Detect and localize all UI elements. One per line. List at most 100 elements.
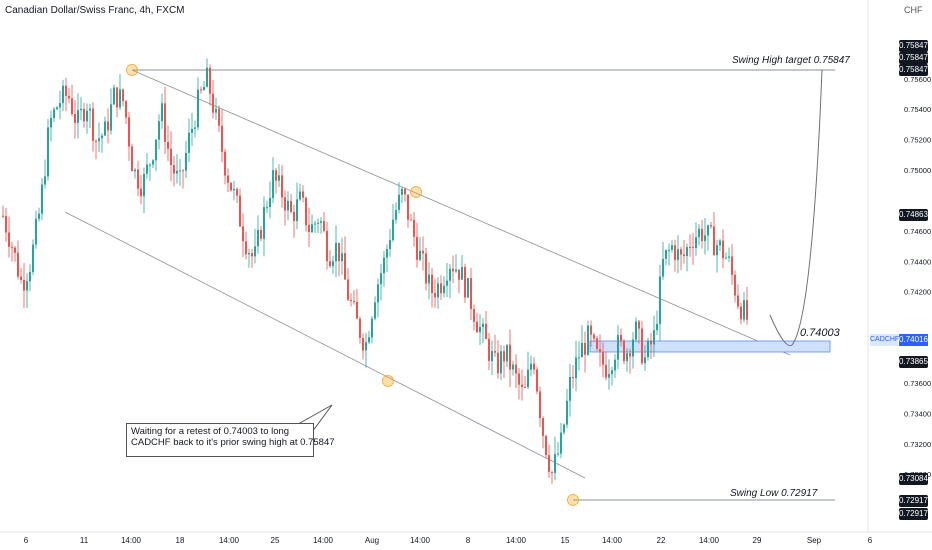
candle-body bbox=[737, 295, 739, 307]
candle-body bbox=[620, 334, 622, 342]
candle-body bbox=[587, 325, 589, 355]
candle-body bbox=[401, 188, 403, 195]
candle-body bbox=[413, 219, 415, 237]
candle-body bbox=[338, 242, 340, 262]
candle-body bbox=[11, 246, 13, 248]
x-tick-label: Sep bbox=[807, 536, 822, 545]
candle-body bbox=[20, 276, 22, 281]
candle-body bbox=[467, 278, 469, 298]
candle-body bbox=[635, 321, 637, 340]
x-tick-label: 8 bbox=[466, 536, 471, 545]
candle-body bbox=[215, 108, 217, 113]
candle-body bbox=[155, 139, 157, 161]
candle-body bbox=[593, 334, 595, 339]
candle-body bbox=[32, 244, 34, 273]
candle-body bbox=[164, 103, 166, 142]
candle-body bbox=[128, 117, 130, 147]
candle-body bbox=[236, 188, 238, 196]
candle-body bbox=[242, 226, 244, 242]
candle-body bbox=[200, 89, 202, 91]
candle-body bbox=[221, 125, 223, 152]
y-tick-label: 0.73200 bbox=[904, 440, 931, 449]
x-tick-label: 18 bbox=[176, 536, 185, 545]
candle-body bbox=[197, 89, 199, 128]
candle-body bbox=[617, 334, 619, 360]
candle-body bbox=[515, 364, 517, 374]
candle-body bbox=[458, 269, 460, 280]
candle-body bbox=[230, 182, 232, 191]
candle-body bbox=[62, 85, 64, 104]
candle-body bbox=[158, 121, 160, 140]
candle-body bbox=[29, 272, 31, 282]
candle-body bbox=[395, 209, 397, 220]
candle-body bbox=[56, 107, 58, 110]
candle-body bbox=[578, 357, 580, 359]
y-tick-label: 0.74200 bbox=[904, 288, 931, 297]
price-badge-low-1: 0.73084 bbox=[899, 473, 928, 485]
candle-body bbox=[698, 228, 700, 238]
candle-body bbox=[170, 148, 172, 166]
candle-body bbox=[278, 175, 280, 181]
candle-body bbox=[662, 258, 664, 277]
swing-low-label: Swing Low 0.72917 bbox=[730, 488, 818, 499]
candle-body bbox=[125, 101, 127, 118]
candle-body bbox=[266, 207, 268, 209]
candle-body bbox=[5, 215, 7, 233]
candle-body bbox=[566, 400, 568, 425]
candle-body bbox=[533, 363, 535, 370]
candle-body bbox=[479, 327, 481, 333]
candle-body bbox=[464, 266, 466, 298]
candle-body bbox=[260, 229, 262, 239]
candle-body bbox=[722, 240, 724, 259]
candle-body bbox=[341, 253, 343, 262]
candle-body bbox=[68, 95, 70, 99]
price-badge-low-3: 0.72917 bbox=[899, 508, 928, 520]
candle-body bbox=[710, 225, 712, 227]
candle-body bbox=[695, 237, 697, 248]
candle-body bbox=[290, 200, 292, 212]
note-line-2: CADCHF back to it's prior swing high at … bbox=[131, 437, 335, 448]
candle-body bbox=[596, 338, 598, 349]
candle-body bbox=[659, 276, 661, 324]
y-tick-label: 0.75400 bbox=[904, 105, 931, 114]
candle-body bbox=[521, 384, 523, 387]
candle-body bbox=[152, 160, 154, 165]
candle-body bbox=[557, 453, 559, 455]
candle-body bbox=[668, 249, 670, 251]
candle-body bbox=[122, 89, 124, 102]
candle-body bbox=[644, 357, 646, 364]
candle-body bbox=[716, 245, 718, 256]
candle-body bbox=[500, 351, 502, 374]
candle-body bbox=[497, 352, 499, 374]
candle-body bbox=[452, 268, 454, 272]
x-tick-label: 6 bbox=[868, 536, 873, 545]
candle-body bbox=[218, 108, 220, 126]
candle-body bbox=[368, 337, 370, 343]
candle-body bbox=[143, 173, 145, 197]
x-tick-label: 14:00 bbox=[219, 536, 240, 545]
channel-upper-line bbox=[131, 69, 791, 356]
candle-body bbox=[344, 253, 346, 280]
candle-body bbox=[599, 348, 601, 353]
candle-body bbox=[182, 170, 184, 172]
candle-body bbox=[554, 454, 556, 473]
pivot-marker bbox=[126, 64, 138, 76]
x-tick-label: 14:00 bbox=[602, 536, 623, 545]
candle-body bbox=[8, 232, 10, 247]
candle-body bbox=[23, 280, 25, 291]
x-tick-label: 29 bbox=[753, 536, 762, 545]
candle-body bbox=[110, 104, 112, 131]
candle-body bbox=[428, 274, 430, 284]
candle-body bbox=[149, 164, 151, 166]
candle-body bbox=[476, 321, 478, 333]
candle-body bbox=[107, 121, 109, 131]
candle-body bbox=[176, 170, 178, 174]
candle-body bbox=[71, 98, 73, 114]
candle-body bbox=[746, 300, 748, 320]
candle-body bbox=[41, 184, 43, 214]
candle-body bbox=[83, 108, 85, 122]
candle-body bbox=[101, 135, 103, 139]
candle-body bbox=[326, 230, 328, 262]
candle-body bbox=[245, 241, 247, 255]
